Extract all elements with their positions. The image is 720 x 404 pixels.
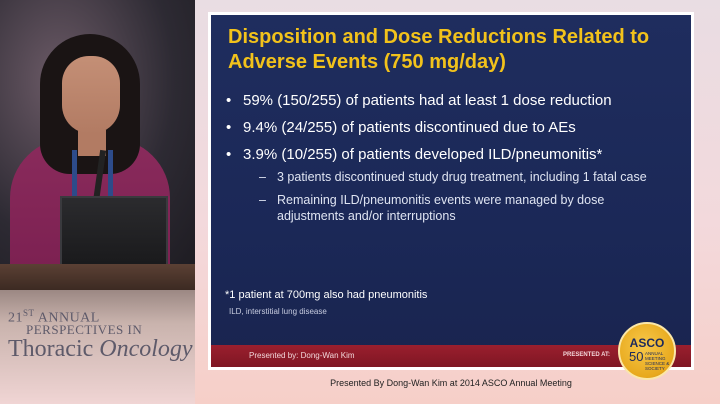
presentation-slide: Disposition and Dose Reductions Related …: [208, 12, 694, 380]
abbreviation-note: ILD, interstitial lung disease: [229, 307, 327, 316]
slide-title: Disposition and Dose Reductions Related …: [228, 26, 650, 73]
lanyard-right: [108, 150, 113, 210]
slide-footer-bar: Presented by: Dong-Wan Kim PRESENTED AT:: [211, 345, 691, 367]
bullet-list: • 59% (150/255) of patients had at least…: [223, 90, 683, 224]
conference-edition: 21ST ANNUAL: [8, 308, 100, 326]
speaker-video: [0, 0, 195, 404]
bullet-item: • 9.4% (24/255) of patients discontinued…: [226, 119, 576, 136]
video-caption: Presented By Dong-Wan Kim at 2014 ASCO A…: [330, 378, 572, 388]
asco-logo-icon: ASCO 50 ANNUAL MEETING SCIENCE & SOCIETY: [618, 322, 676, 380]
conference-logo: 21ST ANNUAL PERSPECTIVES IN Thoracic Onc…: [8, 298, 193, 378]
sub-bullet-item: – Remaining ILD/pneumonitis events were …: [259, 193, 605, 223]
footnote: *1 patient at 700mg also had pneumonitis: [225, 289, 428, 301]
speaker-face: [62, 56, 120, 134]
conference-subject: Thoracic Oncology: [8, 336, 193, 362]
bullet-item: • 3.9% (10/255) of patients developed IL…: [226, 146, 603, 163]
laptop-icon: [60, 196, 168, 266]
asco-anniversary: 50: [629, 349, 644, 364]
asco-subtitle: ANNUAL MEETING SCIENCE & SOCIETY: [645, 351, 670, 371]
lanyard-left: [72, 150, 77, 210]
presenter-label: Presented by: Dong-Wan Kim: [249, 351, 355, 360]
presented-at-label: PRESENTED AT:: [563, 352, 611, 358]
conference-perspectives: PERSPECTIVES IN: [26, 322, 143, 337]
bullet-item: • 59% (150/255) of patients had at least…: [226, 92, 612, 109]
sub-bullet-item: – 3 patients discontinued study drug tre…: [259, 170, 647, 184]
podium: [0, 264, 195, 290]
asco-name: ASCO: [629, 336, 665, 350]
slide-content: Disposition and Dose Reductions Related …: [211, 15, 691, 367]
